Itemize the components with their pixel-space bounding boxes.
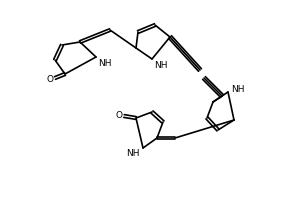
Text: NH: NH	[231, 84, 244, 94]
Text: NH: NH	[154, 60, 167, 70]
Text: O: O	[116, 110, 122, 119]
Text: NH: NH	[127, 150, 140, 158]
Text: O: O	[46, 74, 53, 84]
Text: NH: NH	[98, 58, 112, 68]
